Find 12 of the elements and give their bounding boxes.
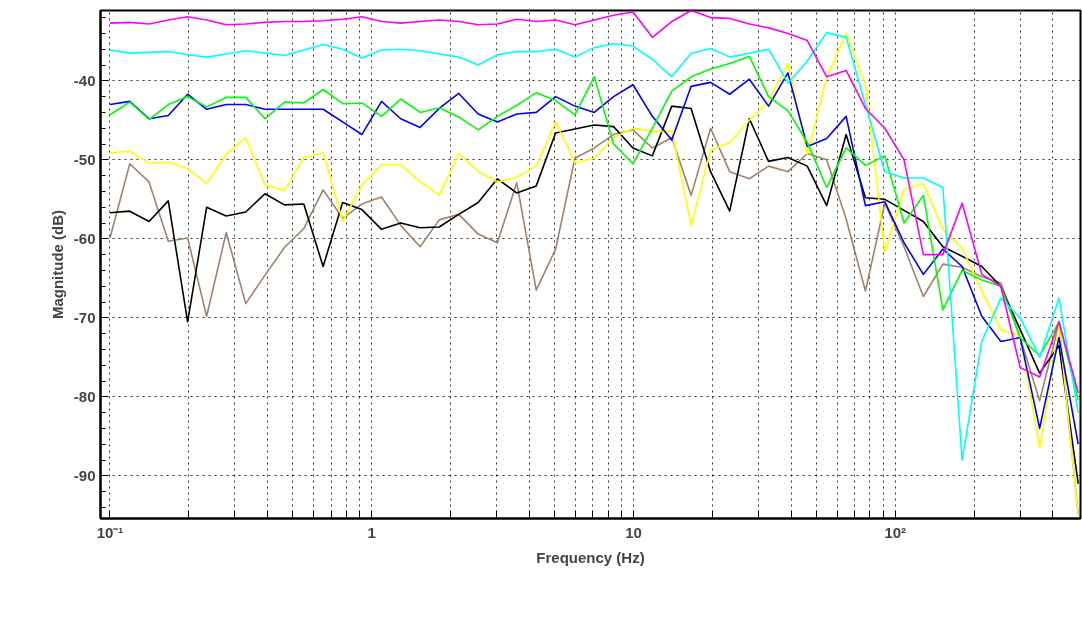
y-tick-label: -40 bbox=[73, 71, 96, 89]
x-tick-label: 10 bbox=[625, 523, 642, 541]
x-tick-label: 10² bbox=[884, 523, 907, 541]
y-tick-label: -50 bbox=[73, 150, 96, 168]
x-tick-label: 10⁻¹ bbox=[96, 523, 124, 541]
x-tick-label: 1 bbox=[367, 523, 376, 541]
y-tick-label: -80 bbox=[73, 387, 96, 405]
y-tick-label: -60 bbox=[73, 229, 96, 247]
y-tick-label: -90 bbox=[73, 466, 96, 484]
y-axis-title: Magnitude (dB) bbox=[48, 209, 66, 320]
y-tick-label: -70 bbox=[73, 308, 96, 326]
x-axis-title: Frequency (Hz) bbox=[536, 548, 645, 566]
